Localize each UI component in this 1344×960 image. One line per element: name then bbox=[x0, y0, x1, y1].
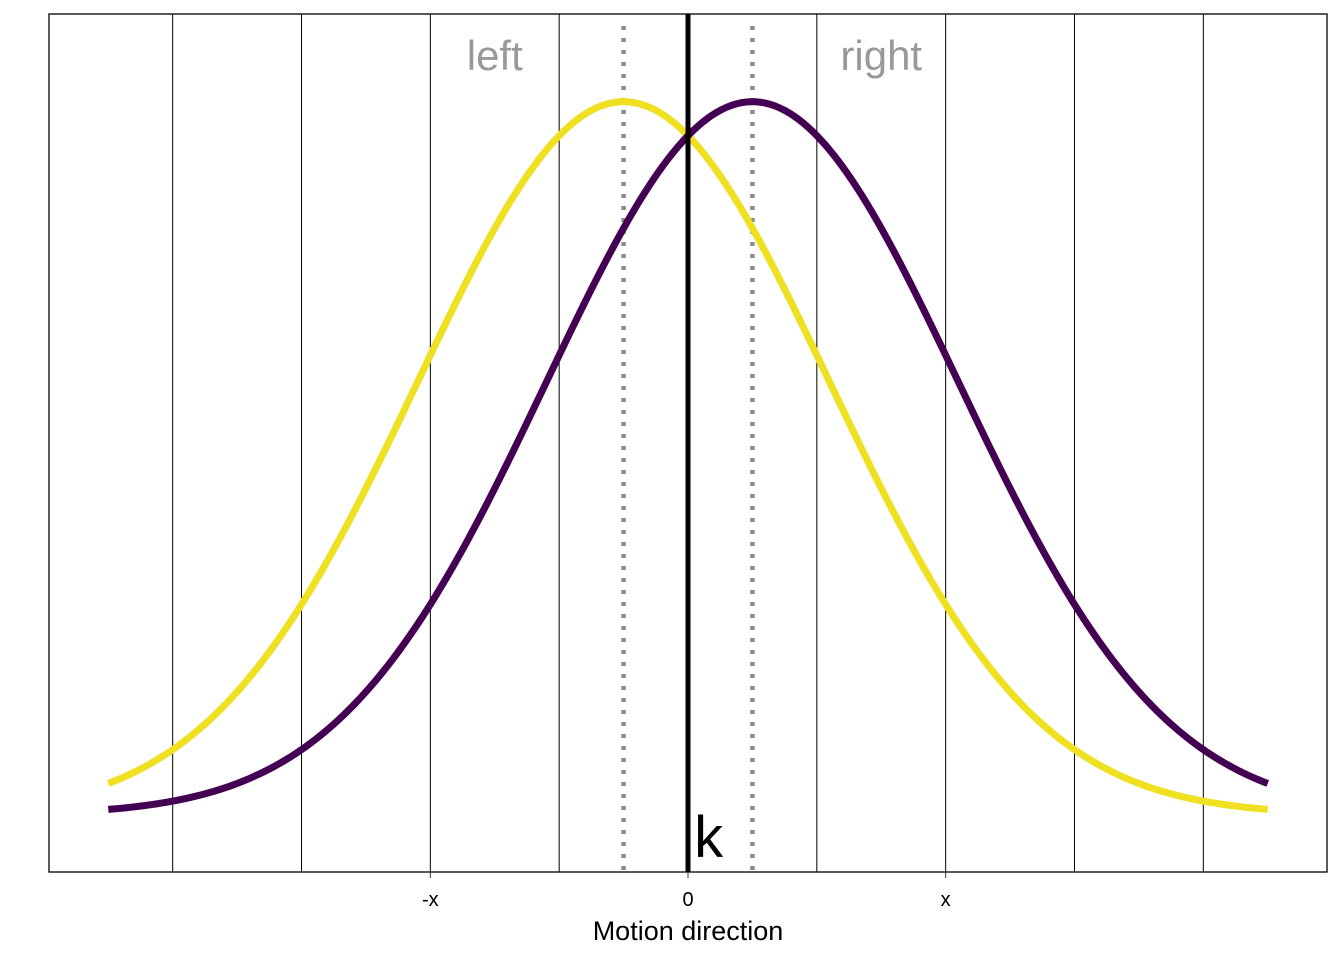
left-region-label: left bbox=[467, 32, 523, 79]
criterion-k-label: k bbox=[694, 805, 724, 870]
right-region-label: right bbox=[840, 32, 922, 79]
reference-lines bbox=[621, 26, 755, 872]
x-axis-ticks: -x 0 x bbox=[422, 872, 951, 911]
x-tick-label: 0 bbox=[682, 889, 693, 911]
x-tick-label: -x bbox=[422, 889, 439, 911]
x-tick-label: x bbox=[941, 889, 951, 911]
gridlines bbox=[172, 14, 1204, 872]
x-axis-title: Motion direction bbox=[593, 916, 784, 946]
